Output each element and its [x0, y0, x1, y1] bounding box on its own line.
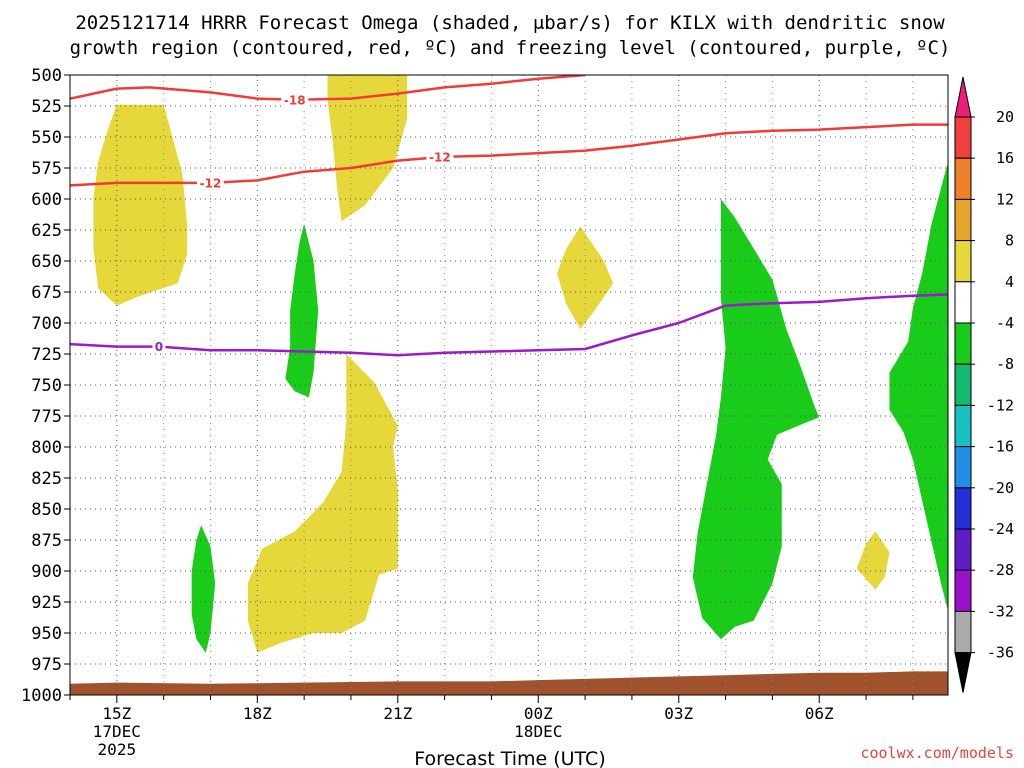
colorbar-segment	[954, 487, 972, 530]
colorbar-label: -12	[987, 396, 1014, 414]
omega-region-8	[285, 223, 319, 398]
omega-region-9	[191, 525, 216, 653]
grid	[69, 75, 948, 695]
x-tick-label: 06Z	[805, 704, 834, 723]
omega-region-3	[247, 354, 398, 653]
y-tick-label: 550	[31, 128, 62, 148]
isotherm-label-bg	[152, 339, 166, 354]
y-tick-label: 650	[31, 252, 62, 272]
x-tick-label: 21Z	[383, 704, 412, 723]
chart-title-line-1: 2025121714 HRRR Forecast Omega (shaded, …	[75, 12, 945, 34]
omega-region-2	[327, 75, 408, 222]
colorbar-segment	[954, 363, 972, 406]
y-tick-label: 975	[31, 655, 62, 675]
y-tick-label: 700	[31, 314, 62, 334]
colorbar-label: 20	[996, 108, 1014, 126]
colorbar-label: -36	[987, 644, 1014, 662]
y-tick-label: 750	[31, 376, 62, 396]
colorbar-label: 8	[1005, 232, 1014, 250]
terrain-fill	[70, 671, 948, 695]
omega-region-7	[889, 161, 948, 611]
isotherm-label--12: -12	[429, 150, 451, 164]
x-tick-year: 2025	[98, 740, 137, 759]
terrain-surface	[70, 671, 948, 695]
colorbar-segment	[954, 240, 972, 283]
x-tick-label: 00Z	[524, 704, 553, 723]
x-tick-date: 17DEC	[93, 722, 141, 741]
colorbar-label: -32	[987, 602, 1014, 620]
colorbar-segment	[954, 281, 972, 324]
y-tick-label: 800	[31, 438, 62, 458]
temperature-contours: -18 -12 -12 0	[70, 75, 948, 357]
isotherm-label-bg	[196, 175, 224, 190]
omega-region-6	[692, 199, 820, 640]
omega-shading	[93, 75, 948, 653]
y-tick-label: 575	[31, 159, 62, 179]
colorbar-segment	[954, 157, 972, 200]
colorbar-segment	[954, 404, 972, 448]
colorbar-segment	[954, 610, 972, 654]
isotherm-line--18	[70, 75, 586, 102]
x-tick-label: 15Z	[102, 704, 131, 723]
isotherm-label-bg	[426, 149, 454, 164]
colorbar-label: -16	[987, 438, 1014, 456]
y-tick-label: 675	[31, 283, 62, 303]
colorbar-segment	[954, 116, 972, 159]
x-tick-label: 18Z	[243, 704, 272, 723]
isotherm-label-0: 0	[155, 340, 163, 354]
y-tick-label: 525	[31, 97, 62, 117]
y-tick-label: 950	[31, 624, 62, 644]
y-tick-label: 1000	[21, 686, 62, 706]
isotherm-label--18: -18	[284, 93, 306, 107]
y-tick-label: 625	[31, 221, 62, 241]
colorbar-segment	[954, 569, 972, 612]
chart-title-line-2: growth region (contoured, red, ºC) and f…	[70, 37, 951, 59]
omega-region-1	[93, 104, 188, 306]
colorbar-label: -20	[987, 479, 1014, 497]
colorbar-bottom-arrow	[954, 652, 972, 693]
omega-region-4	[557, 226, 614, 330]
isotherm-label--12: -12	[200, 176, 222, 190]
colorbar-label: 4	[1005, 273, 1014, 291]
colorbar-segment	[954, 198, 972, 242]
colorbar-label: -28	[987, 561, 1014, 579]
isotherm-label-bg	[281, 92, 309, 107]
y-tick-label: 875	[31, 531, 62, 551]
y-tick-label: 600	[31, 190, 62, 210]
credit-link[interactable]: coolwx.com/models	[860, 744, 1014, 762]
y-tick-label: 775	[31, 407, 62, 427]
x-tick-date: 18DEC	[514, 722, 562, 741]
y-tick-label: 825	[31, 469, 62, 489]
y-tick-label: 725	[31, 345, 62, 365]
colorbar-label: -8	[996, 355, 1014, 373]
colorbar-segment	[954, 322, 972, 365]
omega-region-5	[856, 531, 890, 590]
colorbar-top-arrow	[954, 76, 972, 118]
colorbar-label: 16	[996, 149, 1014, 167]
x-tick-label: 03Z	[664, 704, 693, 723]
y-axis-ticks: 500 525 550 575 600 625 650 675 700 725 750 775 800 8…	[21, 66, 70, 706]
y-tick-label: 925	[31, 593, 62, 613]
colorbar-label: -24	[987, 520, 1014, 538]
x-axis-label: Forecast Time (UTC)	[414, 748, 605, 768]
isotherm-line-0	[70, 293, 948, 357]
colorbar-label: 12	[996, 190, 1014, 208]
y-tick-label: 500	[31, 66, 62, 86]
colorbar-label: -4	[996, 314, 1014, 332]
y-tick-label: 850	[31, 500, 62, 520]
colorbar: 20 16 12 8 4 -4 -8 -12 -16 -20 -24 -28 -32 -36	[954, 76, 1014, 693]
y-tick-label: 900	[31, 562, 62, 582]
colorbar-segment	[954, 446, 972, 489]
colorbar-segment	[954, 528, 972, 571]
